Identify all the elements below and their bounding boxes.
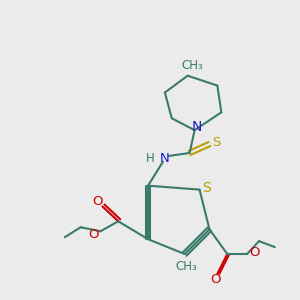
Text: O: O <box>210 273 220 286</box>
Text: N: N <box>160 152 170 165</box>
Text: S: S <box>212 136 220 148</box>
Text: O: O <box>88 228 99 241</box>
Text: H: H <box>146 152 155 165</box>
Text: S: S <box>202 181 211 195</box>
Text: CH₃: CH₃ <box>182 59 203 72</box>
Text: O: O <box>249 245 259 259</box>
Text: O: O <box>92 195 103 208</box>
Text: N: N <box>191 120 202 134</box>
Text: CH₃: CH₃ <box>176 260 197 273</box>
